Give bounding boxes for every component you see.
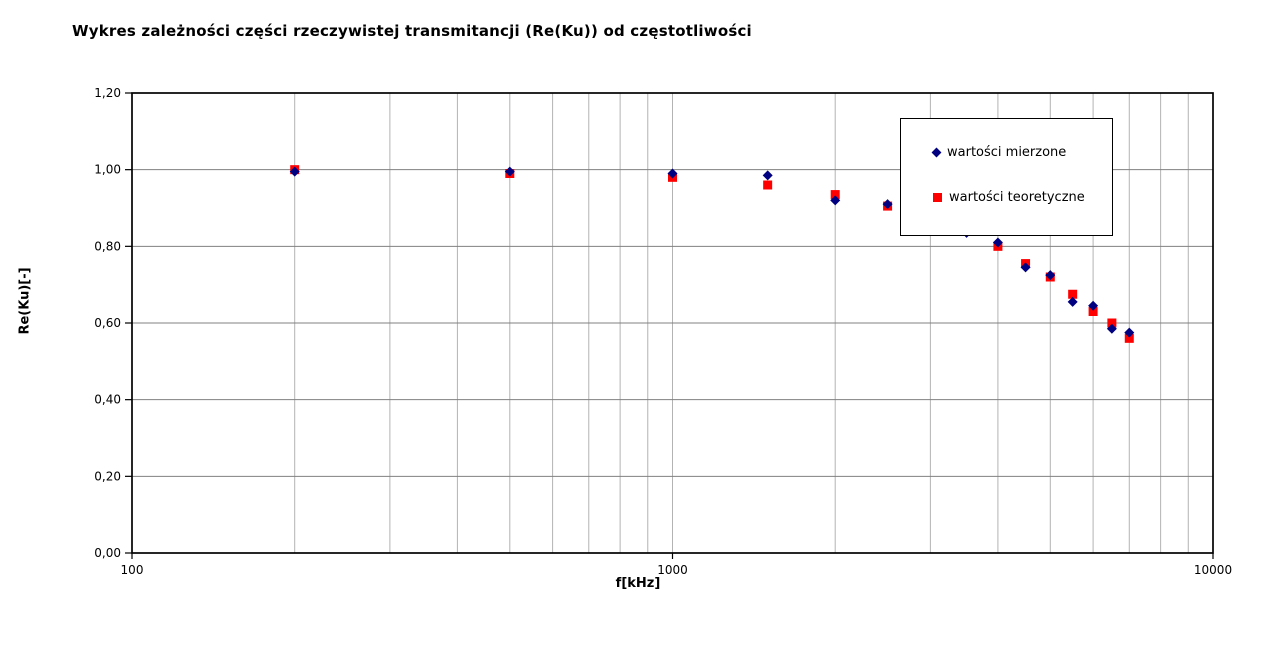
y-axis-tick-label: 1,00 [94, 163, 121, 177]
x-axis-tick-label: 10000 [1194, 563, 1232, 577]
data-point-diamond [1020, 262, 1031, 273]
data-point-square [1088, 307, 1098, 316]
data-point-diamond [1045, 270, 1056, 281]
y-axis-tick-label: 1,20 [94, 86, 121, 100]
data-point-diamond [504, 166, 515, 177]
y-axis-tick-label: 0,60 [94, 316, 121, 330]
data-point-diamond [1106, 323, 1117, 334]
y-axis-tick-label: 0,20 [94, 469, 121, 483]
data-point-square [763, 180, 773, 190]
legend-item-label: wartości mierzone [947, 145, 1067, 160]
data-point-diamond [667, 168, 678, 179]
data-point-diamond [882, 199, 893, 210]
data-point-square [830, 190, 840, 200]
data-point-diamond [830, 195, 841, 206]
legend-item-label: wartości teoretyczne [949, 190, 1085, 205]
data-point-square [1124, 333, 1134, 343]
data-point-diamond [992, 237, 1003, 248]
x-axis-tick-label: 100 [121, 563, 144, 577]
data-point-diamond [762, 170, 773, 181]
square-icon [933, 193, 942, 202]
data-point-diamond [289, 166, 300, 177]
legend-item-measured: wartości mierzone [931, 145, 1067, 160]
data-point-diamond [1067, 296, 1078, 307]
y-axis-tick-label: 0,80 [94, 239, 121, 253]
legend: wartości mierzone wartości teoretyczne [900, 118, 1113, 236]
diamond-icon [931, 147, 942, 158]
legend-item-theoretical: wartości teoretyczne [933, 190, 1085, 205]
x-axis-title: f[kHz] [615, 576, 661, 591]
chart-title: Wykres zależności części rzeczywistej tr… [72, 22, 752, 40]
data-point-diamond [1124, 327, 1135, 338]
data-point-square [1107, 318, 1117, 328]
y-axis-tick-label: 0,40 [94, 393, 121, 407]
x-axis-tick-label: 1000 [657, 563, 688, 577]
data-point-diamond [1088, 300, 1099, 311]
y-axis-tick-label: 0,00 [94, 546, 121, 560]
data-point-square [1068, 289, 1078, 299]
